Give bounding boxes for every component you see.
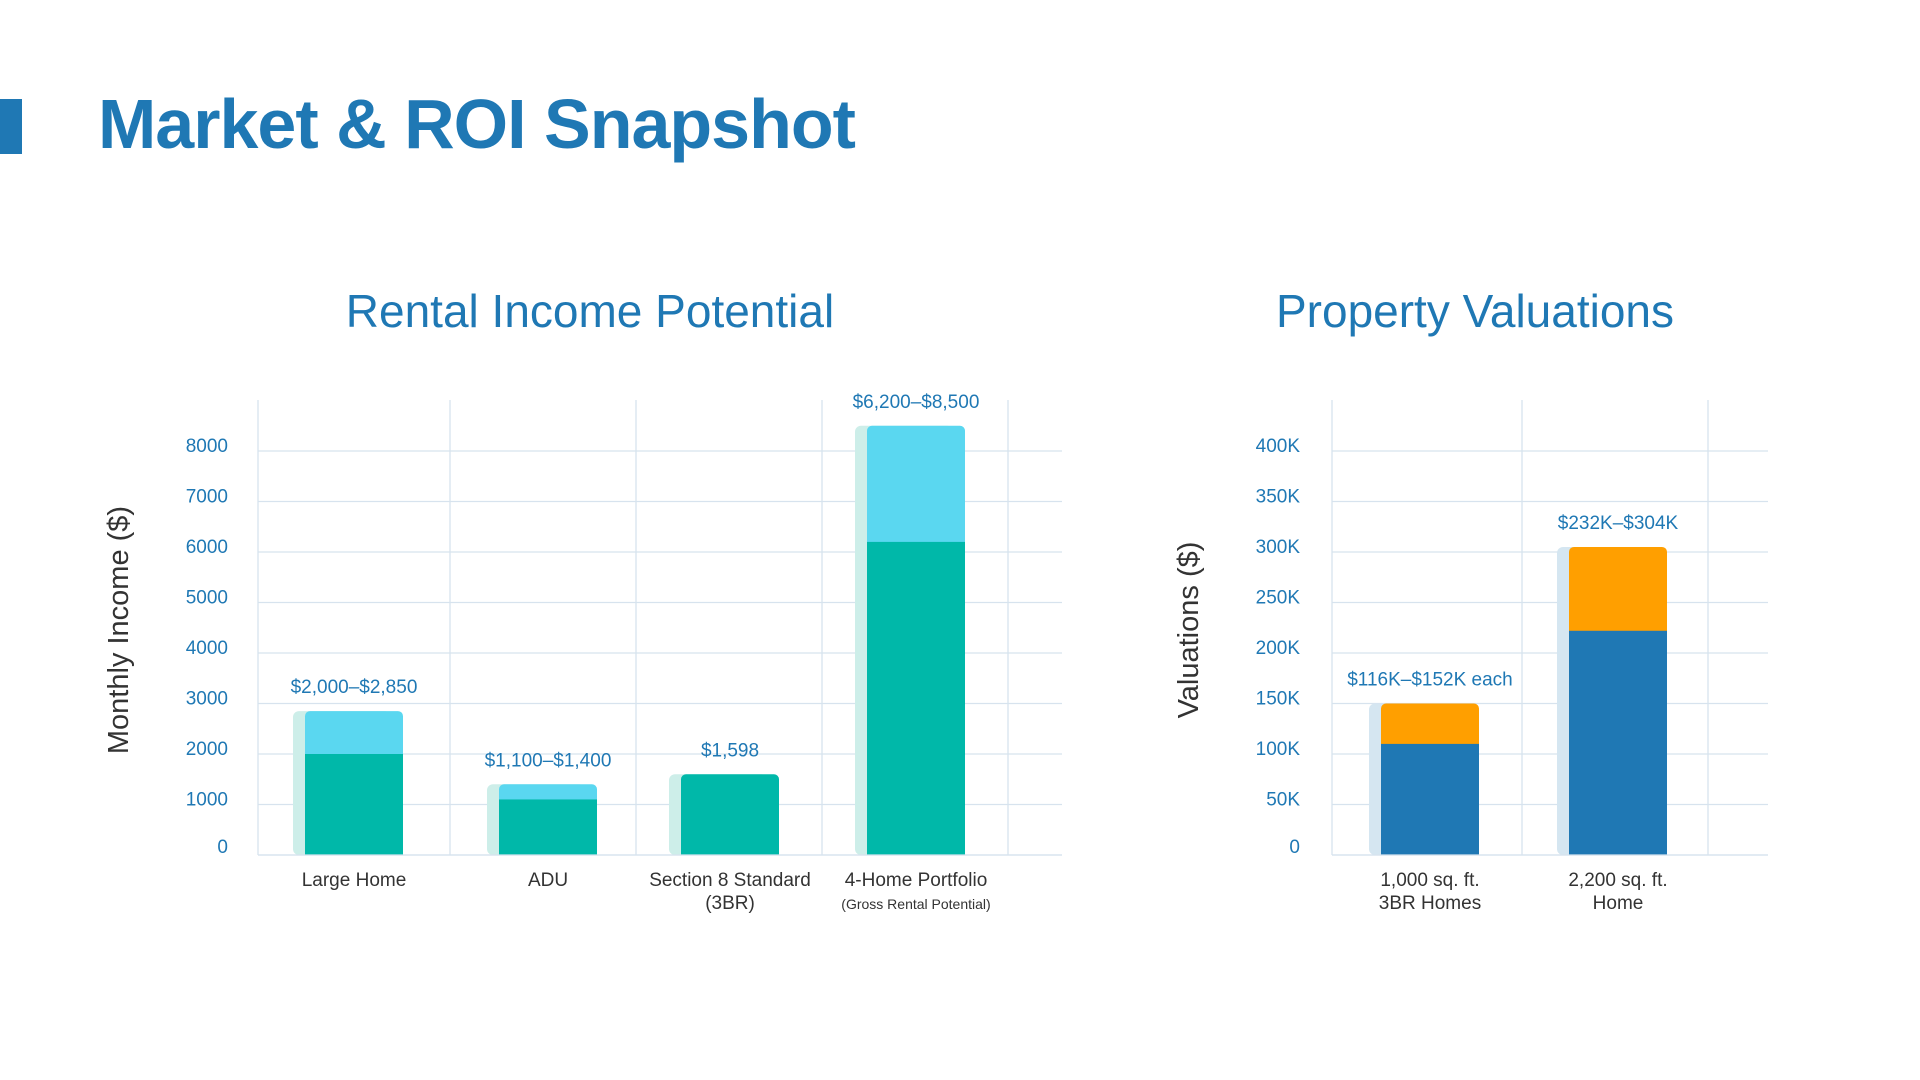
rental-category-label: ADU bbox=[528, 870, 568, 891]
rental-data-label: $2,000–$2,850 bbox=[291, 677, 418, 698]
rental-ytick-label: 2000 bbox=[186, 739, 228, 760]
rental-category-sublabel: (3BR) bbox=[705, 893, 755, 914]
valuation-ytick-label: 150K bbox=[1256, 689, 1301, 710]
rental-ytick-label: 0 bbox=[217, 837, 228, 858]
valuation-data-label: $232K–$304K bbox=[1558, 513, 1679, 534]
valuation-ytick-label: 100K bbox=[1256, 739, 1301, 760]
rental-data-label: $1,598 bbox=[701, 740, 759, 761]
valuation-category-label: 1,000 sq. ft. bbox=[1380, 870, 1479, 891]
rental-data-label: $6,200–$8,500 bbox=[853, 392, 980, 413]
rental-bar-low-base bbox=[681, 847, 779, 855]
rental-bar-low bbox=[867, 541, 965, 855]
valuation-bar-low bbox=[1569, 630, 1667, 855]
valuation-ytick-label: 50K bbox=[1266, 790, 1300, 811]
valuation-bar-upper bbox=[1569, 546, 1667, 639]
rental-bar-upper bbox=[305, 711, 403, 762]
rental-ytick-label: 7000 bbox=[186, 487, 228, 508]
rental-ylabel: Monthly Income ($) bbox=[103, 506, 135, 754]
rental-data-label: $1,100–$1,400 bbox=[485, 750, 612, 771]
page-title: Market & ROI Snapshot bbox=[98, 85, 856, 163]
valuation-ytick-label: 200K bbox=[1256, 638, 1301, 659]
rental-category-sublabel: (Gross Rental Potential) bbox=[841, 896, 990, 912]
rental-ytick-label: 8000 bbox=[186, 436, 228, 457]
valuation-bar-low bbox=[1381, 743, 1479, 855]
valuation-chart-title: Property Valuations bbox=[1275, 285, 1675, 337]
rental-category-label: 4-Home Portfolio bbox=[845, 870, 988, 891]
rental-category-label: Large Home bbox=[302, 870, 407, 891]
rental-ytick-label: 5000 bbox=[186, 588, 228, 609]
rental-bar-low bbox=[681, 774, 779, 855]
valuation-ytick-label: 300K bbox=[1256, 537, 1301, 558]
rental-ytick-label: 1000 bbox=[186, 790, 228, 811]
title-accent-bar bbox=[0, 99, 22, 154]
valuation-category-label: 2,200 sq. ft. bbox=[1568, 870, 1667, 891]
valuation-data-label: $116K–$152K each bbox=[1347, 670, 1513, 691]
rental-ytick-label: 3000 bbox=[186, 689, 228, 710]
rental-category-label: Section 8 Standard bbox=[649, 870, 811, 891]
rental-chart-title: Rental Income Potential bbox=[345, 285, 835, 337]
valuation-ytick-label: 350K bbox=[1256, 487, 1301, 508]
valuation-ytick-label: 400K bbox=[1256, 436, 1301, 457]
valuation-ylabel: Valuations ($) bbox=[1173, 542, 1205, 719]
rental-bar-low bbox=[305, 754, 403, 855]
rental-ytick-label: 6000 bbox=[186, 537, 228, 558]
rental-bar-low bbox=[499, 799, 597, 855]
rental-bar-upper bbox=[867, 425, 965, 550]
rental-ytick-label: 4000 bbox=[186, 638, 228, 659]
valuation-category-sublabel: 3BR Homes bbox=[1379, 893, 1481, 914]
valuation-ytick-label: 250K bbox=[1256, 588, 1301, 609]
valuation-bar-upper bbox=[1381, 703, 1479, 752]
valuation-category-sublabel: Home bbox=[1593, 893, 1644, 914]
valuation-ytick-label: 0 bbox=[1289, 837, 1300, 858]
